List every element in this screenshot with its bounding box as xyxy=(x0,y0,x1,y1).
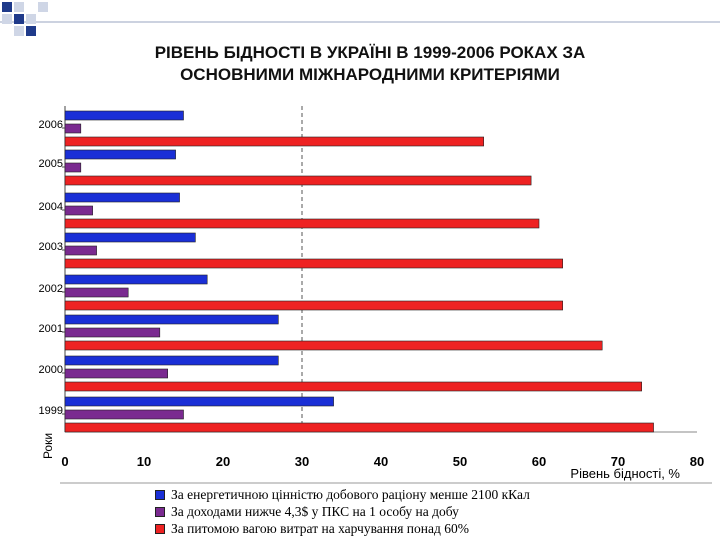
bar-2004-series-1 xyxy=(64,192,180,203)
bar-2003-series-3 xyxy=(64,258,564,269)
title-line-1: РІВЕНЬ БІДНОСТІ В УКРАЇНІ В 1999-2006 РО… xyxy=(154,43,586,62)
bar-2005-series-1 xyxy=(64,149,176,160)
y-tick-label-1999: 1999 xyxy=(39,405,63,417)
y-tick-label-2006: 2006 xyxy=(39,119,63,131)
y-tick-label-2005: 2005 xyxy=(39,158,63,170)
x-tick-label-20: 20 xyxy=(216,454,230,469)
y-axis-label: Роки xyxy=(41,433,55,459)
legend-label-2: За доходами нижче 4,3$ у ПКС на 1 особу … xyxy=(171,503,459,519)
bar-2004-series-2 xyxy=(64,205,93,216)
bar-2006-series-2 xyxy=(64,123,82,134)
bar-1999-series-1 xyxy=(64,396,334,407)
legend-item-1: За енергетичною цінністю добового раціон… xyxy=(155,486,530,503)
bar-1999-series-2 xyxy=(64,409,184,420)
bar-2003-series-2 xyxy=(64,245,97,256)
bar-2001-series-2 xyxy=(64,327,161,338)
y-tick-label-2002: 2002 xyxy=(39,283,63,295)
bar-2000-series-2 xyxy=(64,368,168,379)
bar-2002-series-2 xyxy=(64,287,129,298)
y-tick-label-2001: 2001 xyxy=(39,323,63,335)
x-tick-label-60: 60 xyxy=(532,454,546,469)
legend-swatch-1 xyxy=(155,489,165,500)
bar-1999-series-3 xyxy=(64,422,654,433)
x-axis-label: Рівень бідності, % xyxy=(570,466,680,481)
x-tick-label-40: 40 xyxy=(374,454,388,469)
bar-2005-series-3 xyxy=(64,175,532,186)
bar-2005-series-2 xyxy=(64,162,82,173)
bar-2001-series-3 xyxy=(64,340,603,351)
page-title: РІВЕНЬ БІДНОСТІ В УКРАЇНІ В 1999-2006 РО… xyxy=(60,42,680,86)
legend-label-1: За енергетичною цінністю добового раціон… xyxy=(171,486,530,502)
bar-2006-series-1 xyxy=(64,110,184,121)
legend-swatch-2 xyxy=(155,506,165,517)
bar-2001-series-1 xyxy=(64,314,279,325)
legend-item-2: За доходами нижче 4,3$ у ПКС на 1 особу … xyxy=(155,503,530,520)
x-tick-label-10: 10 xyxy=(137,454,151,469)
decorative-squares xyxy=(0,2,720,36)
chart-legend: За енергетичною цінністю добового раціон… xyxy=(155,486,530,537)
x-tick-label-0: 0 xyxy=(61,454,68,469)
x-tick-label-30: 30 xyxy=(295,454,309,469)
x-tick-label-80: 80 xyxy=(690,454,704,469)
title-line-2: ОСНОВНИМИ МІЖНАРОДНИМИ КРИТЕРІЯМИ xyxy=(180,65,560,84)
bar-2002-series-3 xyxy=(64,300,564,311)
y-tick-label-2000: 2000 xyxy=(39,364,63,376)
x-tick-label-70: 70 xyxy=(611,454,625,469)
bar-2000-series-1 xyxy=(64,355,279,366)
legend-label-3: За питомою вагою витрат на харчування по… xyxy=(171,520,469,536)
x-tick-label-50: 50 xyxy=(453,454,467,469)
bar-2006-series-3 xyxy=(64,136,485,147)
y-tick-label-2004: 2004 xyxy=(39,201,63,213)
bar-2003-series-1 xyxy=(64,232,196,243)
bar-2000-series-3 xyxy=(64,381,643,392)
bar-2004-series-3 xyxy=(64,218,540,229)
y-tick-label-2003: 2003 xyxy=(39,241,63,253)
legend-swatch-3 xyxy=(155,523,165,534)
bar-2002-series-1 xyxy=(64,274,208,285)
legend-item-3: За питомою вагою витрат на харчування по… xyxy=(155,520,530,537)
